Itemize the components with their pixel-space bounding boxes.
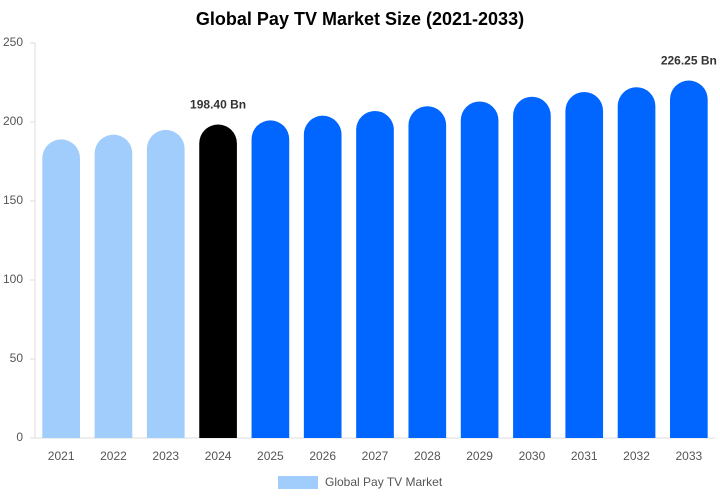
- bar: [199, 124, 237, 438]
- x-tick-label: 2027: [362, 449, 389, 463]
- bar: [251, 120, 290, 439]
- x-tick-label: 2032: [623, 449, 650, 463]
- x-tick-label: 2024: [205, 449, 232, 463]
- bar: [408, 106, 447, 438]
- bar: [94, 134, 133, 438]
- x-tick-label: 2029: [466, 449, 493, 463]
- bar: [513, 96, 551, 439]
- bar: [146, 129, 185, 438]
- y-tick-label: 200: [3, 114, 23, 128]
- x-tick-label: 2023: [152, 449, 179, 463]
- x-tick-label: 2022: [100, 449, 127, 463]
- y-tick-label: 250: [3, 35, 23, 49]
- y-tick-label: 50: [10, 351, 24, 365]
- bar: [42, 139, 80, 438]
- x-tick-label: 2026: [309, 449, 336, 463]
- data-label: 198.40 Bn: [190, 98, 246, 112]
- y-tick-label: 100: [3, 272, 23, 286]
- bar: [670, 80, 708, 438]
- x-tick-label: 2030: [519, 449, 546, 463]
- x-tick-label: 2033: [675, 449, 702, 463]
- x-tick-label: 2025: [257, 449, 284, 463]
- x-tick-label: 2028: [414, 449, 441, 463]
- x-tick-label: 2021: [48, 449, 75, 463]
- bar: [356, 110, 394, 438]
- y-tick-label: 0: [16, 430, 23, 444]
- bar: [460, 101, 499, 438]
- y-tick-label: 150: [3, 193, 23, 207]
- legend-swatch: [278, 476, 318, 489]
- x-tick-label: 2031: [571, 449, 598, 463]
- bar: [617, 87, 656, 439]
- bar: [303, 115, 342, 439]
- bar: [565, 92, 604, 439]
- legend-label: Global Pay TV Market: [325, 475, 443, 489]
- chart-title: Global Pay TV Market Size (2021-2033): [196, 9, 524, 29]
- data-label: 226.25 Bn: [661, 54, 717, 68]
